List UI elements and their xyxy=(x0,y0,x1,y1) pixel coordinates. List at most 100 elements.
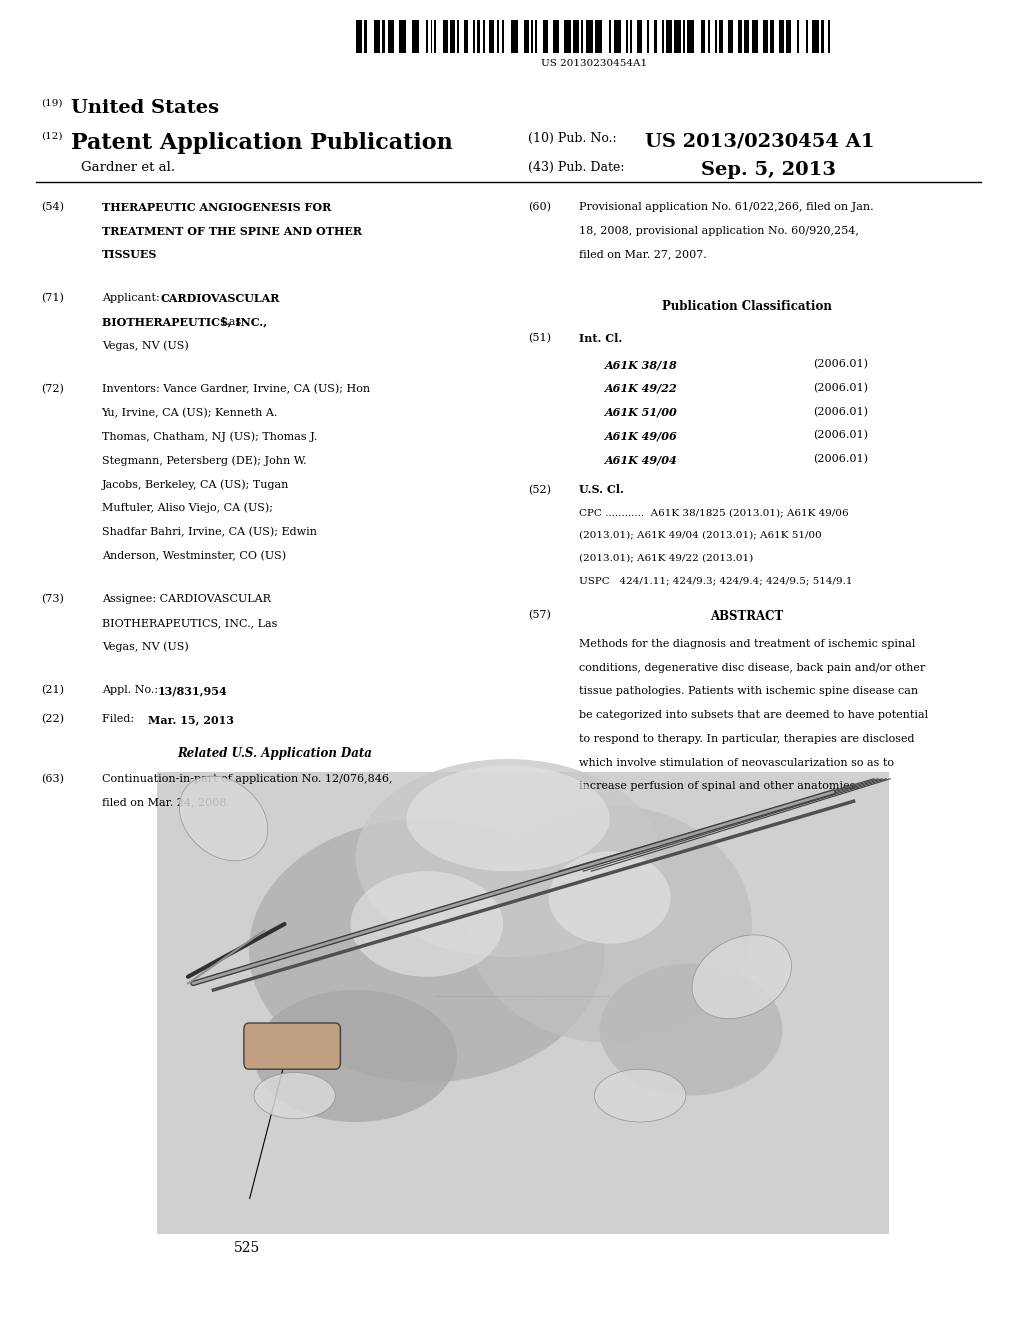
Bar xyxy=(674,20,681,53)
Bar xyxy=(752,20,759,53)
Text: (2006.01): (2006.01) xyxy=(813,359,868,370)
Bar xyxy=(626,20,628,53)
Bar xyxy=(430,20,432,53)
Text: (2006.01): (2006.01) xyxy=(813,454,868,465)
Text: Anderson, Westminster, CO (US): Anderson, Westminster, CO (US) xyxy=(101,550,286,561)
Text: USPC   424/1.11; 424/9.3; 424/9.4; 424/9.5; 514/9.1: USPC 424/1.11; 424/9.3; 424/9.4; 424/9.5… xyxy=(580,577,853,586)
Bar xyxy=(654,20,657,53)
Text: (22): (22) xyxy=(41,714,63,725)
Bar xyxy=(828,20,830,53)
Bar xyxy=(442,20,447,53)
Text: filed on Mar. 27, 2007.: filed on Mar. 27, 2007. xyxy=(580,249,707,260)
Bar xyxy=(535,20,537,53)
Bar xyxy=(434,20,436,53)
Text: (54): (54) xyxy=(41,202,63,213)
Text: filed on Mar. 24, 2008.: filed on Mar. 24, 2008. xyxy=(101,797,229,808)
Bar xyxy=(365,20,367,53)
Bar xyxy=(388,20,394,53)
Bar xyxy=(728,20,733,53)
Text: (2013.01); A61K 49/22 (2013.01): (2013.01); A61K 49/22 (2013.01) xyxy=(580,553,754,562)
Bar xyxy=(709,20,710,53)
Text: (51): (51) xyxy=(528,333,551,343)
Text: Gardner et al.: Gardner et al. xyxy=(81,161,175,174)
Ellipse shape xyxy=(355,759,660,957)
Bar xyxy=(553,20,559,53)
Text: (19): (19) xyxy=(41,99,62,108)
Text: Jacobs, Berkeley, CA (US); Tugan: Jacobs, Berkeley, CA (US); Tugan xyxy=(101,479,289,490)
Ellipse shape xyxy=(350,871,503,977)
Bar xyxy=(806,20,808,53)
Text: (71): (71) xyxy=(41,293,63,304)
Text: (12): (12) xyxy=(41,132,62,141)
Bar xyxy=(586,20,593,53)
Text: TISSUES: TISSUES xyxy=(101,249,157,260)
Text: Int. Cl.: Int. Cl. xyxy=(580,333,623,343)
Text: Vegas, NV (US): Vegas, NV (US) xyxy=(101,642,188,652)
Text: Muftuler, Aliso Viejo, CA (US);: Muftuler, Aliso Viejo, CA (US); xyxy=(101,503,272,513)
Bar xyxy=(687,20,694,53)
Bar xyxy=(744,20,749,53)
Bar xyxy=(482,20,484,53)
Bar xyxy=(457,20,459,53)
Text: US 2013/0230454 A1: US 2013/0230454 A1 xyxy=(645,132,874,150)
Text: Applicant:: Applicant: xyxy=(101,293,163,304)
Text: BIOTHERAPEUTICS, INC.,: BIOTHERAPEUTICS, INC., xyxy=(101,317,266,327)
Text: ABSTRACT: ABSTRACT xyxy=(711,610,783,623)
Bar xyxy=(595,20,602,53)
Bar xyxy=(608,20,611,53)
Bar xyxy=(637,20,642,53)
Text: Provisional application No. 61/022,266, filed on Jan.: Provisional application No. 61/022,266, … xyxy=(580,202,873,213)
FancyBboxPatch shape xyxy=(244,1023,340,1069)
Bar xyxy=(382,20,385,53)
Ellipse shape xyxy=(599,964,782,1096)
Text: Yu, Irvine, CA (US); Kenneth A.: Yu, Irvine, CA (US); Kenneth A. xyxy=(101,408,278,418)
Text: (10) Pub. No.:: (10) Pub. No.: xyxy=(528,132,617,145)
Text: Shadfar Bahri, Irvine, CA (US); Edwin: Shadfar Bahri, Irvine, CA (US); Edwin xyxy=(101,527,316,537)
Bar xyxy=(572,20,580,53)
Text: (60): (60) xyxy=(528,202,551,213)
Text: A61K 49/22: A61K 49/22 xyxy=(604,383,677,393)
Bar xyxy=(785,20,791,53)
Ellipse shape xyxy=(407,766,609,871)
Bar xyxy=(399,20,406,53)
Text: (2013.01); A61K 49/04 (2013.01); A61K 51/00: (2013.01); A61K 49/04 (2013.01); A61K 51… xyxy=(580,531,822,540)
Bar xyxy=(666,20,672,53)
Text: Assignee: CARDIOVASCULAR: Assignee: CARDIOVASCULAR xyxy=(101,594,270,605)
Bar xyxy=(477,20,480,53)
Bar xyxy=(719,20,723,53)
Ellipse shape xyxy=(594,1069,686,1122)
Bar xyxy=(683,20,685,53)
Text: Thomas, Chatham, NJ (US); Thomas J.: Thomas, Chatham, NJ (US); Thomas J. xyxy=(101,432,317,442)
Bar xyxy=(763,20,768,53)
Text: A61K 49/04: A61K 49/04 xyxy=(604,454,677,465)
Text: BIOTHERAPEUTICS, INC., Las: BIOTHERAPEUTICS, INC., Las xyxy=(101,618,276,628)
Text: (21): (21) xyxy=(41,685,63,696)
Bar xyxy=(631,20,633,53)
Bar xyxy=(544,20,548,53)
Text: A61K 38/18: A61K 38/18 xyxy=(604,359,677,370)
Text: 18, 2008, provisional application No. 60/920,254,: 18, 2008, provisional application No. 60… xyxy=(580,226,859,236)
Bar xyxy=(737,20,742,53)
Text: CPC ............  A61K 38/1825 (2013.01); A61K 49/06: CPC ............ A61K 38/1825 (2013.01);… xyxy=(580,508,849,517)
Text: A61K 49/06: A61K 49/06 xyxy=(604,430,677,441)
Text: TREATMENT OF THE SPINE AND OTHER: TREATMENT OF THE SPINE AND OTHER xyxy=(101,226,361,236)
Text: conditions, degenerative disc disease, back pain and/or other: conditions, degenerative disc disease, b… xyxy=(580,663,926,673)
Bar xyxy=(451,20,455,53)
Ellipse shape xyxy=(549,851,671,944)
Text: (52): (52) xyxy=(528,484,551,495)
Bar xyxy=(464,20,468,53)
Text: to respond to therapy. In particular, therapies are disclosed: to respond to therapy. In particular, th… xyxy=(580,734,914,744)
Text: Mar. 15, 2013: Mar. 15, 2013 xyxy=(148,714,234,725)
Text: U.S. Cl.: U.S. Cl. xyxy=(580,484,624,495)
Bar xyxy=(413,20,419,53)
Bar xyxy=(700,20,706,53)
Ellipse shape xyxy=(467,805,752,1043)
Text: (63): (63) xyxy=(41,774,63,784)
Text: Methods for the diagnosis and treatment of ischemic spinal: Methods for the diagnosis and treatment … xyxy=(580,639,915,649)
Bar xyxy=(511,20,518,53)
Text: (73): (73) xyxy=(41,594,63,605)
Bar xyxy=(614,20,621,53)
Text: 525: 525 xyxy=(233,1241,260,1255)
Text: tissue pathologies. Patients with ischemic spine disease can: tissue pathologies. Patients with ischem… xyxy=(580,686,919,697)
Ellipse shape xyxy=(254,990,458,1122)
